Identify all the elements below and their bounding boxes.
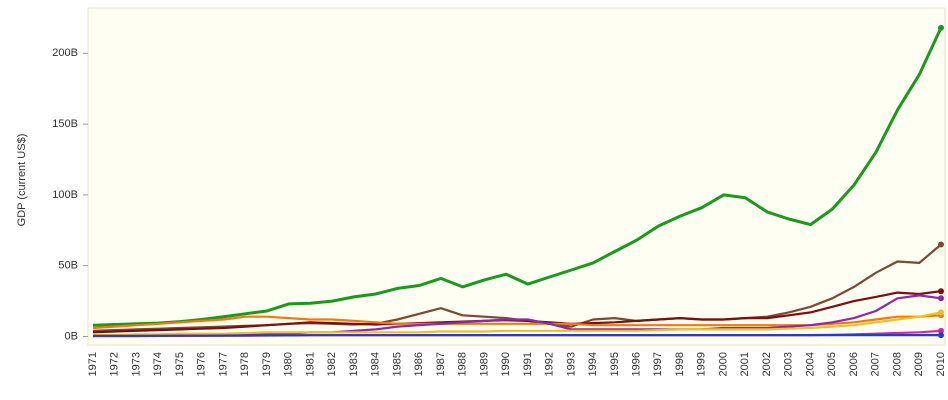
end-marker	[938, 327, 944, 334]
x-tick-label: 1983	[348, 352, 360, 376]
y-tick-label: 200B	[52, 47, 78, 59]
x-tick-label: 1993	[565, 352, 577, 376]
end-marker	[938, 24, 944, 31]
end-marker	[938, 332, 944, 339]
x-tick-label: 2007	[870, 352, 882, 376]
x-tick-label: 2003	[783, 352, 795, 376]
x-tick-label: 1991	[522, 352, 534, 376]
x-tick-label: 2009	[913, 352, 925, 376]
x-tick-label: 2005	[826, 352, 838, 376]
x-tick-label: 1974	[152, 352, 164, 376]
x-tick-label: 2001	[739, 352, 751, 376]
end-marker	[938, 309, 944, 316]
x-tick-label: 2008	[891, 352, 903, 376]
y-tick-label: 100B	[52, 189, 78, 201]
x-tick-label: 1982	[326, 352, 338, 376]
x-tick-label: 1994	[587, 352, 599, 376]
x-tick-label: 1999	[696, 352, 708, 376]
y-axis-label: GDP (current US$)	[16, 134, 28, 227]
x-tick-label: 1997	[652, 352, 664, 376]
end-marker	[938, 288, 944, 295]
x-tick-label: 1987	[435, 352, 447, 376]
x-tick-label: 1985	[391, 352, 403, 376]
x-tick-label: 1978	[239, 352, 251, 376]
x-tick-label: 2000	[717, 352, 729, 376]
plot-area	[87, 7, 946, 346]
x-tick-label: 1979	[261, 352, 273, 376]
x-tick-label: 1992	[544, 352, 556, 376]
x-tick-label: 1995	[609, 352, 621, 376]
x-tick-label: 1986	[413, 352, 425, 376]
x-tick-label: 2004	[804, 352, 816, 376]
x-tick-label: 1975	[174, 352, 186, 376]
x-tick-label: 2002	[761, 352, 773, 376]
x-tick-label: 2010	[935, 352, 947, 376]
x-tick-label: 1984	[370, 352, 382, 376]
end-marker	[938, 241, 944, 248]
x-tick-label: 1972	[109, 352, 121, 376]
series-line	[93, 311, 942, 337]
x-tick-label: 1996	[630, 352, 642, 376]
y-tick-label: 0B	[65, 330, 78, 342]
x-tick-label: 1971	[87, 352, 99, 376]
x-tick-label: 1977	[217, 352, 229, 376]
x-tick-label: 1980	[283, 352, 295, 376]
x-tick-label: 1973	[130, 352, 142, 376]
x-tick-label: 1990	[500, 352, 512, 376]
x-tick-label: 1981	[304, 352, 316, 376]
x-tick-label: 1989	[478, 352, 490, 376]
x-tick-label: 2006	[848, 352, 860, 376]
x-tick-label: 1976	[196, 352, 208, 376]
y-tick-label: 50B	[58, 260, 78, 272]
y-tick-label: 150B	[52, 118, 78, 130]
series-line	[93, 334, 941, 337]
end-marker	[938, 295, 944, 302]
x-tick-label: 1998	[674, 352, 686, 376]
series-line	[92, 27, 943, 327]
x-tick-label: 1988	[457, 352, 469, 376]
